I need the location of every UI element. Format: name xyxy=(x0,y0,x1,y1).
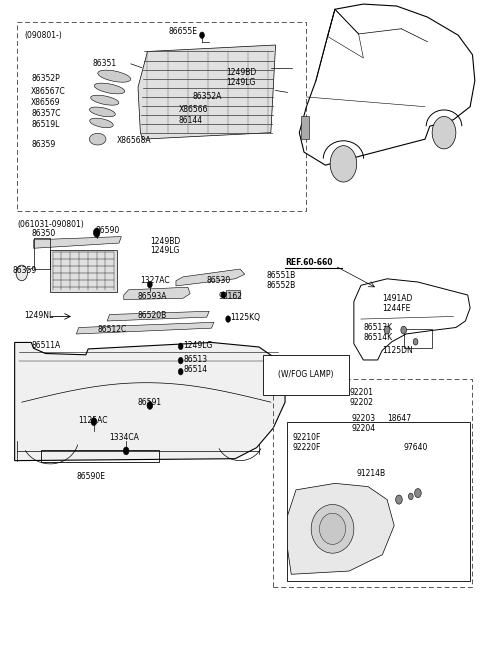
Text: 86511A: 86511A xyxy=(31,341,60,350)
Text: 92202: 92202 xyxy=(349,398,373,407)
Text: X86566: X86566 xyxy=(179,105,208,114)
Polygon shape xyxy=(176,269,245,286)
Text: 86520B: 86520B xyxy=(138,310,167,320)
Circle shape xyxy=(226,316,230,322)
Text: 86551B: 86551B xyxy=(266,271,295,280)
Text: 86514: 86514 xyxy=(183,365,207,374)
Polygon shape xyxy=(14,343,285,460)
Text: X86568A: X86568A xyxy=(117,136,151,145)
Text: 86351: 86351 xyxy=(93,60,117,68)
Text: 86513: 86513 xyxy=(183,356,207,364)
Polygon shape xyxy=(124,288,190,299)
Bar xyxy=(50,250,117,291)
Text: 86359: 86359 xyxy=(31,140,56,149)
Text: 92204: 92204 xyxy=(351,424,376,434)
Text: 1249BD: 1249BD xyxy=(226,67,256,77)
Ellipse shape xyxy=(89,134,106,145)
Text: X86569: X86569 xyxy=(31,98,61,107)
Text: (W/FOG LAMP): (W/FOG LAMP) xyxy=(278,371,334,379)
Circle shape xyxy=(123,447,129,455)
Circle shape xyxy=(147,282,152,288)
Circle shape xyxy=(396,495,402,504)
Text: 18647: 18647 xyxy=(387,414,411,423)
Circle shape xyxy=(401,326,407,334)
Text: 86552B: 86552B xyxy=(266,281,295,290)
Text: (090801-): (090801-) xyxy=(24,31,62,40)
Text: 86144: 86144 xyxy=(179,117,203,126)
Text: 86530: 86530 xyxy=(207,276,231,285)
Polygon shape xyxy=(76,322,214,334)
Text: 86357C: 86357C xyxy=(31,109,61,118)
Polygon shape xyxy=(301,117,309,139)
Text: (061031-090801): (061031-090801) xyxy=(17,219,84,229)
Text: 92201: 92201 xyxy=(349,388,373,397)
Circle shape xyxy=(432,117,456,149)
Circle shape xyxy=(94,228,100,237)
Circle shape xyxy=(16,265,27,281)
Text: 86513K: 86513K xyxy=(363,323,393,332)
Text: 92162: 92162 xyxy=(219,293,243,301)
Polygon shape xyxy=(288,483,394,574)
Text: 86591: 86591 xyxy=(138,398,162,407)
Circle shape xyxy=(200,32,204,39)
Circle shape xyxy=(408,493,413,500)
Text: 1334CA: 1334CA xyxy=(109,434,139,442)
Text: 86514K: 86514K xyxy=(363,333,393,342)
Text: 86590E: 86590E xyxy=(76,472,105,481)
Polygon shape xyxy=(138,45,276,139)
Text: 92210F: 92210F xyxy=(292,434,321,442)
Text: REF.60-660: REF.60-660 xyxy=(285,258,333,267)
Polygon shape xyxy=(107,311,209,321)
Text: 97640: 97640 xyxy=(404,443,428,452)
Text: 1249LG: 1249LG xyxy=(183,341,213,350)
Bar xyxy=(226,290,240,298)
Text: 1125AC: 1125AC xyxy=(79,416,108,425)
Circle shape xyxy=(179,343,183,350)
Text: 86655E: 86655E xyxy=(169,27,198,36)
Text: 1125KQ: 1125KQ xyxy=(230,313,261,322)
Text: X86567C: X86567C xyxy=(31,86,66,96)
Text: 1491AD: 1491AD xyxy=(383,294,413,303)
Text: 86359: 86359 xyxy=(12,266,36,275)
Text: 92203: 92203 xyxy=(351,414,376,423)
Text: 86590: 86590 xyxy=(96,226,120,235)
Text: 86352A: 86352A xyxy=(192,92,222,102)
Circle shape xyxy=(413,339,418,345)
Text: 1327AC: 1327AC xyxy=(140,276,170,285)
Ellipse shape xyxy=(311,504,354,553)
Text: 86350: 86350 xyxy=(31,229,56,238)
Text: 86519L: 86519L xyxy=(31,121,60,130)
Text: 1125DN: 1125DN xyxy=(383,346,413,355)
Ellipse shape xyxy=(94,83,125,94)
Text: 86512C: 86512C xyxy=(97,325,127,334)
Text: 1249NL: 1249NL xyxy=(24,310,53,320)
Polygon shape xyxy=(34,236,121,248)
Ellipse shape xyxy=(90,118,113,128)
Ellipse shape xyxy=(91,95,119,105)
Circle shape xyxy=(384,326,390,334)
Circle shape xyxy=(147,402,153,409)
Text: 86593A: 86593A xyxy=(138,293,168,301)
Circle shape xyxy=(179,358,183,364)
Text: 1244FE: 1244FE xyxy=(383,303,411,312)
Ellipse shape xyxy=(89,107,115,117)
Circle shape xyxy=(91,418,96,426)
Circle shape xyxy=(330,145,357,182)
Circle shape xyxy=(221,291,226,298)
Text: 92220F: 92220F xyxy=(292,443,321,452)
Circle shape xyxy=(415,489,421,498)
Text: 1249LG: 1249LG xyxy=(226,77,255,86)
Text: 86352P: 86352P xyxy=(31,73,60,83)
Text: 1249BD: 1249BD xyxy=(150,237,180,246)
Text: 1249LG: 1249LG xyxy=(150,246,179,255)
Ellipse shape xyxy=(320,514,346,544)
Text: 91214B: 91214B xyxy=(356,469,385,478)
Ellipse shape xyxy=(98,70,131,83)
Circle shape xyxy=(179,368,183,375)
